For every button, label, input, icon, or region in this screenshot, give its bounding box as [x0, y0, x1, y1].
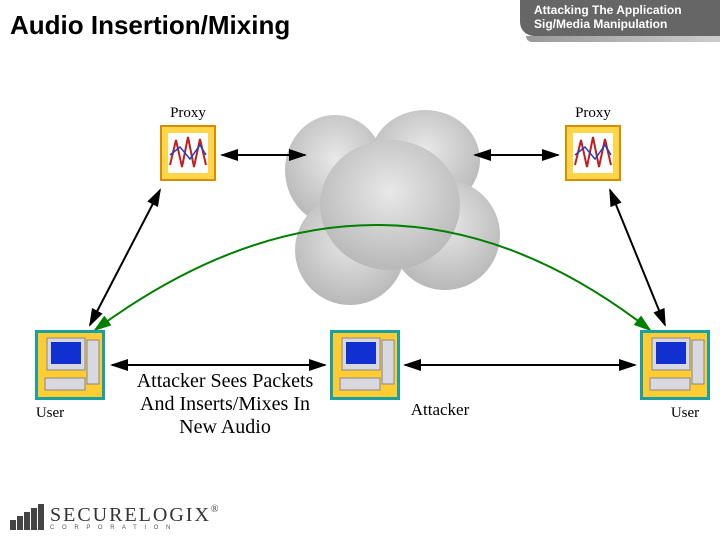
diagram-canvas: [0, 0, 720, 540]
arrow-proxy-right-user: [610, 190, 665, 325]
proxy-right-label: Proxy: [565, 105, 621, 122]
user-right-icon: [640, 330, 710, 400]
logo-mark-icon: [10, 502, 44, 532]
user-right-label: User: [660, 405, 710, 422]
logo-reg: ®: [211, 504, 221, 515]
user-left-label: User: [25, 405, 75, 422]
arrow-proxy-left-user: [90, 190, 160, 325]
proxy-left-icon: [160, 125, 216, 181]
cloud-icon: [285, 110, 500, 305]
logo-name: SECURELOGIX: [50, 504, 211, 526]
proxy-left-label: Proxy: [160, 105, 216, 122]
user-left-icon: [35, 330, 105, 400]
attacker-label: Attacker: [405, 400, 475, 420]
logo: SECURELOGIX® C O R P O R A T I O N: [10, 502, 221, 532]
proxy-right-icon: [565, 125, 621, 181]
attacker-description: Attacker Sees Packets And Inserts/Mixes …: [135, 370, 315, 439]
attacker-icon: [330, 330, 400, 400]
